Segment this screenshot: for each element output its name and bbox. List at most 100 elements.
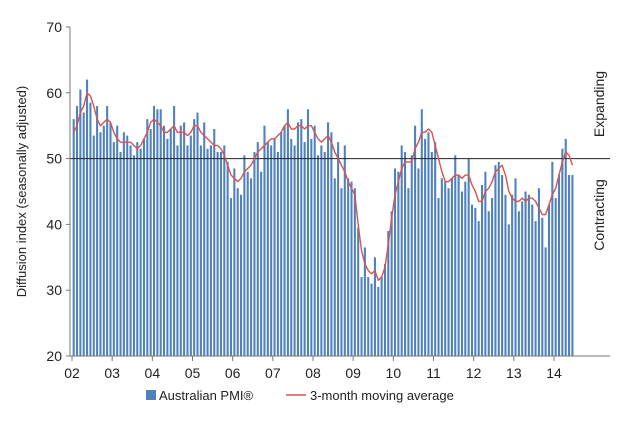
pmi-bar bbox=[159, 109, 162, 356]
pmi-bar bbox=[457, 175, 460, 356]
pmi-bar bbox=[387, 230, 390, 356]
pmi-bar bbox=[470, 204, 474, 356]
pmi-bar bbox=[537, 188, 540, 356]
pmi-bar bbox=[250, 178, 253, 356]
pmi-bar bbox=[253, 152, 256, 356]
pmi-bar bbox=[176, 145, 179, 356]
pmi-bar bbox=[263, 125, 266, 356]
pmi-bar bbox=[283, 125, 286, 356]
pmi-bar bbox=[521, 201, 524, 356]
y-tick-label: 70 bbox=[46, 19, 62, 35]
pmi-bar bbox=[383, 263, 387, 356]
pmi-bar bbox=[367, 277, 370, 356]
pmi-bar bbox=[450, 178, 453, 356]
legend-label-pmi: Australian PMI® bbox=[159, 388, 254, 403]
pmi-bar bbox=[568, 175, 571, 356]
legend-swatch-bar bbox=[146, 390, 156, 400]
pmi-bar bbox=[149, 128, 152, 356]
pmi-bar bbox=[474, 207, 477, 356]
pmi-bar bbox=[427, 132, 430, 356]
pmi-bar bbox=[373, 257, 376, 356]
pmi-bar bbox=[571, 175, 574, 356]
pmi-bar bbox=[240, 194, 243, 356]
pmi-bar bbox=[102, 125, 105, 356]
x-tick-label: 13 bbox=[506, 365, 522, 381]
pmi-bar bbox=[296, 122, 299, 356]
pmi-bar bbox=[541, 217, 544, 356]
y-tick-label: 20 bbox=[46, 348, 62, 364]
legend-label-moving-average: 3-month moving average bbox=[310, 388, 454, 403]
pmi-bar bbox=[196, 112, 199, 356]
pmi-bar bbox=[316, 155, 320, 356]
plot-area bbox=[70, 79, 610, 357]
x-tick-label: 09 bbox=[345, 365, 361, 381]
pmi-bar bbox=[152, 105, 156, 357]
pmi-bar bbox=[320, 145, 323, 356]
x-tick-label: 06 bbox=[225, 365, 241, 381]
pmi-bar bbox=[481, 184, 484, 356]
pmi-bar bbox=[534, 221, 537, 356]
pmi-bar bbox=[504, 194, 507, 356]
pmi-bar bbox=[340, 188, 343, 356]
pmi-bar bbox=[410, 155, 413, 356]
x-tick-label: 14 bbox=[546, 365, 562, 381]
pmi-bar bbox=[183, 122, 186, 356]
pmi-bar bbox=[233, 168, 236, 356]
pmi-bar bbox=[397, 171, 400, 356]
pmi-bar bbox=[290, 138, 293, 356]
pmi-bar bbox=[146, 119, 149, 357]
pmi-bar bbox=[424, 138, 427, 356]
pmi-bar bbox=[454, 155, 457, 356]
pmi-bar bbox=[370, 283, 373, 356]
pmi-bar bbox=[330, 132, 333, 356]
expanding-label: Expanding bbox=[591, 71, 607, 137]
pmi-bar bbox=[189, 135, 192, 356]
pmi-bar bbox=[514, 178, 517, 356]
pmi-bar bbox=[434, 142, 437, 356]
x-tick-label: 08 bbox=[305, 365, 321, 381]
pmi-bar bbox=[390, 211, 393, 356]
pmi-bar bbox=[511, 194, 514, 356]
pmi-bar bbox=[286, 109, 289, 356]
pmi-bar bbox=[75, 105, 79, 357]
pmi-bar bbox=[122, 132, 125, 356]
pmi-bar bbox=[557, 175, 561, 356]
pmi-bar bbox=[92, 135, 95, 356]
pmi-bar bbox=[524, 191, 527, 356]
pmi-bar bbox=[79, 89, 82, 356]
pmi-bar bbox=[273, 138, 276, 356]
pmi-bar bbox=[333, 178, 336, 356]
pmi-bar bbox=[266, 142, 269, 356]
pmi-bar bbox=[551, 161, 554, 356]
pmi-bar bbox=[460, 191, 463, 356]
pmi-bar bbox=[430, 152, 433, 356]
pmi-bar bbox=[417, 168, 420, 356]
pmi-bar bbox=[209, 145, 212, 356]
pmi-bar bbox=[260, 171, 263, 356]
pmi-bar bbox=[293, 145, 296, 356]
pmi-bar bbox=[270, 145, 273, 356]
pmi-bar bbox=[420, 109, 423, 356]
legend: Australian PMI® 3-month moving average bbox=[146, 388, 454, 403]
y-tick-label: 50 bbox=[46, 151, 62, 167]
pmi-bar bbox=[437, 198, 440, 356]
pmi-bar bbox=[491, 198, 494, 356]
y-tick-label: 60 bbox=[46, 85, 62, 101]
pmi-bar bbox=[256, 142, 259, 356]
pmi-bar bbox=[129, 145, 132, 356]
pmi-bar bbox=[363, 247, 366, 356]
pmi-bar bbox=[72, 119, 75, 357]
pmi-bar bbox=[444, 181, 447, 356]
pmi-bar bbox=[203, 122, 206, 356]
pmi-bar bbox=[276, 152, 279, 356]
pmi-bar bbox=[219, 152, 222, 356]
contracting-label: Contracting bbox=[591, 179, 607, 251]
y-tick-label: 30 bbox=[46, 282, 62, 298]
pmi-bar bbox=[464, 181, 467, 356]
pmi-bar bbox=[109, 122, 112, 356]
pmi-bar bbox=[86, 79, 89, 356]
pmi-bar bbox=[142, 138, 146, 356]
pmi-bar bbox=[280, 132, 283, 356]
pmi-bar bbox=[199, 145, 202, 356]
pmi-bar bbox=[246, 171, 249, 356]
